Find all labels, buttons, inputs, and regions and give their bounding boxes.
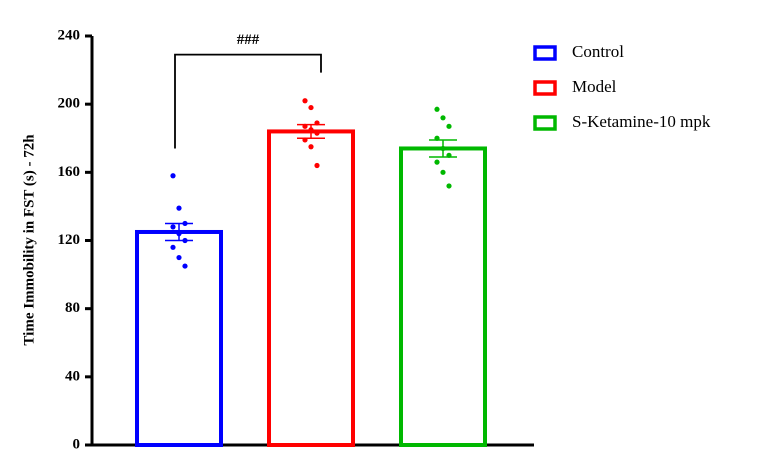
data-point (446, 123, 452, 129)
y-tick-label: 200 (58, 96, 81, 112)
y-tick-label: 160 (58, 164, 81, 180)
data-point (176, 231, 182, 237)
data-point (434, 135, 440, 141)
data-point (170, 244, 176, 250)
y-tick-label: 0 (73, 436, 81, 452)
data-point (302, 98, 308, 104)
y-tick-label: 40 (65, 368, 80, 384)
data-point (302, 137, 308, 143)
data-point (440, 169, 446, 175)
data-point (314, 120, 320, 126)
data-point (446, 183, 452, 189)
data-point (170, 224, 176, 230)
data-point (314, 162, 320, 169)
y-tick-label: 120 (58, 232, 81, 248)
data-point (308, 127, 314, 133)
legend-swatch (533, 80, 557, 96)
significance-label: ### (237, 32, 260, 48)
data-point (308, 104, 314, 111)
y-axis-label: Time Immobility in FST (s) - 72h (21, 134, 37, 346)
bar (267, 129, 355, 448)
data-point (314, 130, 320, 136)
legend-swatch (533, 45, 557, 61)
data-point (302, 123, 308, 129)
data-point (182, 263, 188, 269)
data-point (176, 205, 182, 211)
data-point (308, 144, 314, 150)
legend-swatch (533, 115, 557, 131)
bar (135, 229, 223, 447)
legend-label: S-Ketamine-10 mpk (572, 112, 711, 131)
data-point (440, 145, 446, 152)
data-point (176, 254, 182, 261)
data-point (434, 159, 440, 165)
significance-bracket (174, 53, 322, 149)
data-point (182, 220, 188, 227)
data-point (182, 237, 188, 244)
y-tick-label: 80 (65, 300, 80, 316)
data-point (170, 173, 176, 179)
legend-label: Model (572, 77, 617, 96)
bar (399, 146, 487, 447)
data-point (434, 106, 440, 112)
data-point (446, 152, 452, 158)
data-point (440, 115, 446, 121)
legend-label: Control (572, 42, 624, 61)
y-tick-label: 240 (58, 27, 81, 43)
